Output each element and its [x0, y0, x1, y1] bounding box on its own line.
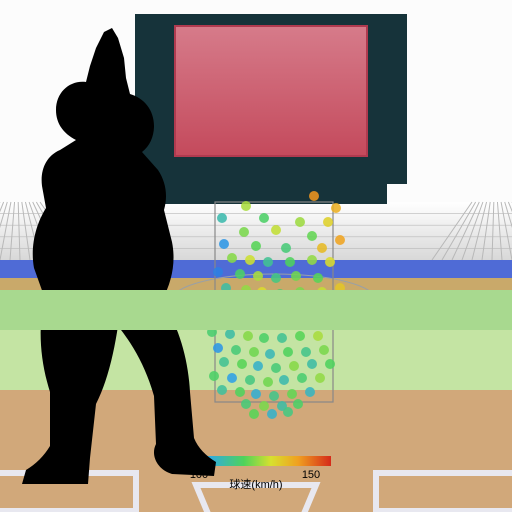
scoreboard [135, 14, 407, 204]
svg-text:150: 150 [302, 469, 320, 481]
pitch-location-chart: 100150球速(km/h) [0, 0, 512, 512]
svg-text:球速(km/h): 球速(km/h) [229, 477, 282, 491]
